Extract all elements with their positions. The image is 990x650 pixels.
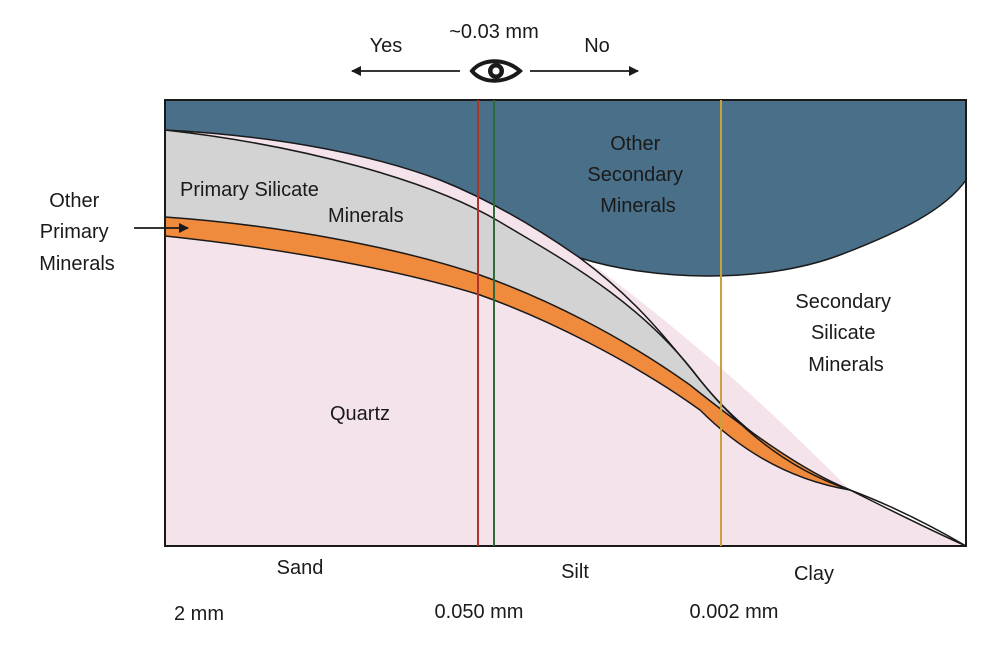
quartz-tail-line (849, 489, 967, 547)
yes-label: Yes (370, 35, 403, 57)
other-secondary-label: Other Secondary Minerals (587, 133, 688, 217)
size-limit-0002mm: 0.002 mm (690, 601, 779, 623)
primary-silicate-label: Primary Silicate Minerals (180, 179, 404, 227)
diagram-frame (164, 99, 967, 547)
eye-icon (469, 59, 523, 83)
size-limit-2mm: 2 mm (174, 603, 224, 625)
threshold-label: ~0.03 mm (449, 21, 538, 43)
size-class-silt: Silt (561, 561, 589, 583)
quartz-label: Quartz (330, 403, 390, 425)
size-limit-0050mm: 0.050 mm (435, 601, 524, 623)
secondary-silicate-region (580, 180, 966, 546)
size-class-sand: Sand (277, 557, 324, 579)
size-class-clay: Clay (794, 563, 834, 585)
secondary-silicate-boundary (579, 257, 967, 547)
no-label: No (584, 35, 610, 57)
other-primary-label: Other Primary Minerals (39, 190, 115, 275)
secondary-silicate-label: Secondary Silicate Minerals (795, 291, 896, 376)
